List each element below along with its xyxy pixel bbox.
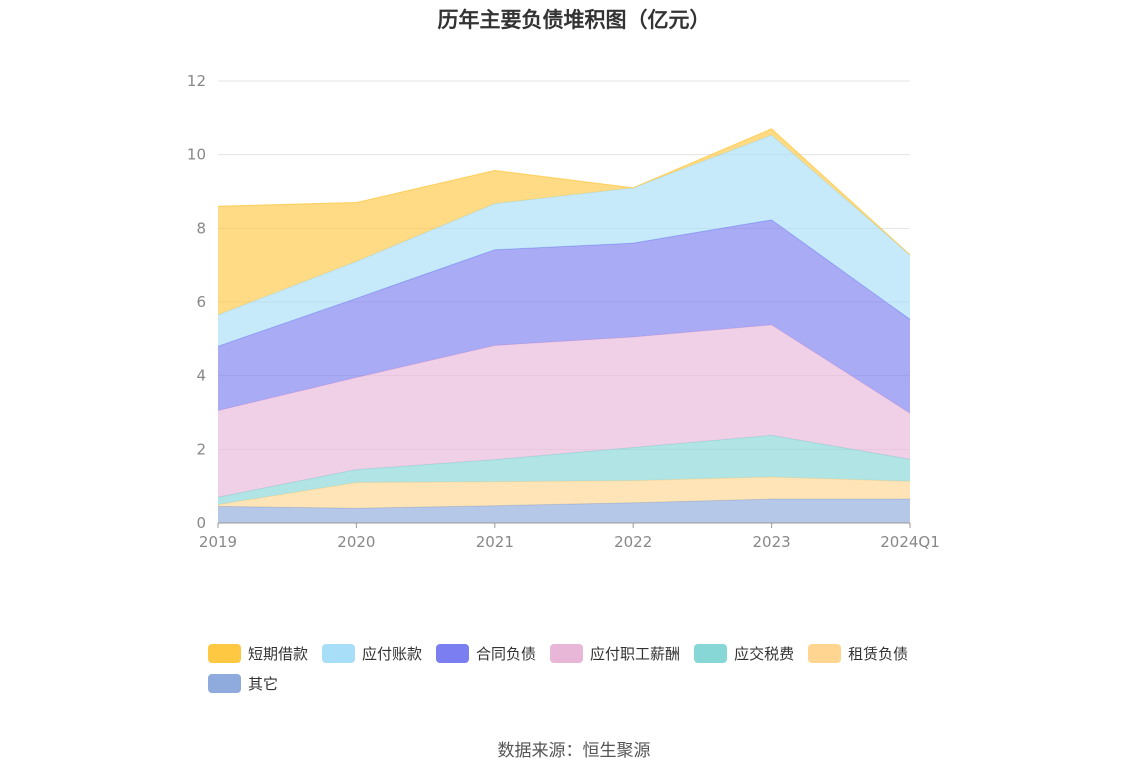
y-tick-label: 10 [187,146,206,164]
legend-item[interactable]: 应交税费 [694,638,794,668]
area-短期借款 [218,128,910,315]
stacked-area-chart: 0 2 4 6 8 10 12 2019 2020 2021 2022 2023 2024Q1 [187,72,940,551]
area-租赁负债 [218,476,910,509]
legend-label: 应付账款 [362,644,423,663]
legend-label: 租赁负债 [848,644,909,663]
area-line-合同负债 [217,219,911,347]
legend-swatch [208,673,241,693]
area-line-短期借款 [217,128,911,256]
area-应交税费 [218,435,910,505]
axes: 0 2 4 6 8 10 12 2019 2020 2021 2022 2023 2024Q1 [187,72,940,551]
y-tick-label: 0 [196,514,206,532]
legend-item[interactable]: 应付账款 [322,638,422,668]
legend-swatch [550,643,584,663]
legend-swatch [808,643,842,663]
legend-swatch [208,643,241,663]
x-tick-label: 2020 [337,533,375,551]
area-应付账款 [218,135,910,347]
x-tick-label: 2021 [476,533,514,551]
legend-label: 其它 [248,674,279,693]
legend-item[interactable]: 合同负债 [436,638,536,668]
legend: 短期借款 应付账款 合同负债 应付职工薪酬 应交税费 租赁负债其它 [208,638,968,698]
x-tick-label: 2024Q1 [880,533,940,551]
legend-label: 合同负债 [476,644,537,663]
area-合同负债 [218,219,910,414]
x-tick-label: 2023 [753,533,791,551]
legend-item[interactable]: 租赁负债 [808,638,908,668]
area-其它 [218,499,910,523]
y-tick-label: 6 [196,293,206,311]
area-line-应交税费 [217,434,911,498]
y-tick-label: 12 [187,72,206,90]
legend-item[interactable]: 其它 [208,668,278,698]
y-tick-label: 8 [196,219,206,237]
legend-swatch [694,643,728,663]
legend-label: 短期借款 [248,644,309,663]
legend-swatch [322,643,356,663]
area-series [217,128,911,523]
chart-title: 历年主要负债堆积图（亿元） [437,8,711,32]
y-tick-label: 4 [196,367,206,385]
legend-swatch [436,643,470,663]
x-tick-label: 2022 [614,533,652,551]
area-应付职工薪酬 [218,324,910,498]
legend-item[interactable]: 短期借款 [208,638,308,668]
y-tick-label: 2 [196,440,206,458]
legend-label: 应付职工薪酬 [590,644,681,663]
legend-label: 应交税费 [734,644,795,663]
legend-item[interactable]: 应付职工薪酬 [550,638,680,668]
x-tick-label: 2019 [199,533,237,551]
source-note: 数据来源：恒生聚源 [497,741,651,761]
